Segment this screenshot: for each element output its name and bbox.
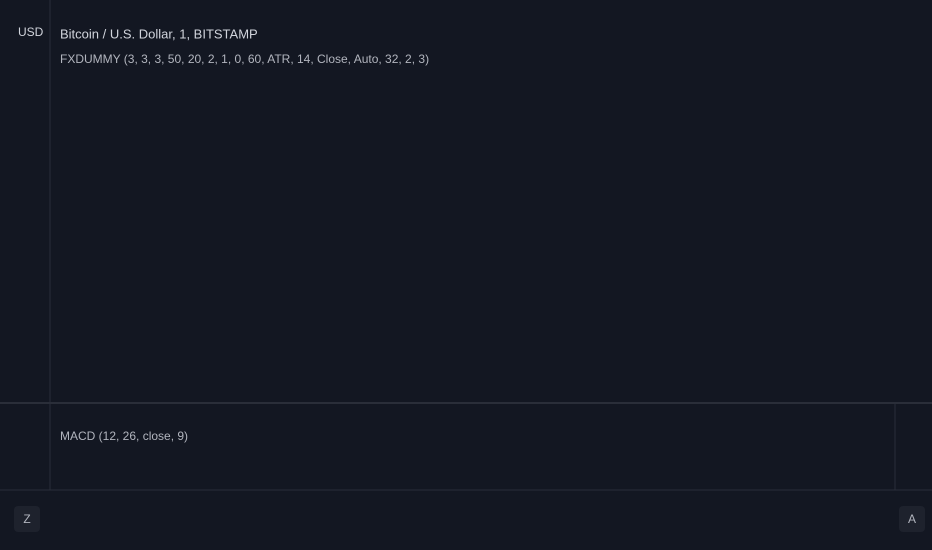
zoom-button[interactable] <box>14 506 40 532</box>
symbol-title: Bitcoin / U.S. Dollar, 1, BITSTAMP <box>60 26 258 41</box>
indicator-title: FXDUMMY (3, 3, 3, 50, 20, 2, 1, 0, 60, A… <box>60 52 429 66</box>
overlay: Bitcoin / U.S. Dollar, 1, BITSTAMP FXDUM… <box>0 0 932 532</box>
currency[interactable]: USD <box>18 25 44 39</box>
auto-icon[interactable]: A <box>908 512 916 526</box>
auto-button[interactable] <box>899 506 925 532</box>
zoom-icon[interactable]: Z <box>23 512 30 526</box>
macd-title: MACD (12, 26, close, 9) <box>60 429 188 443</box>
